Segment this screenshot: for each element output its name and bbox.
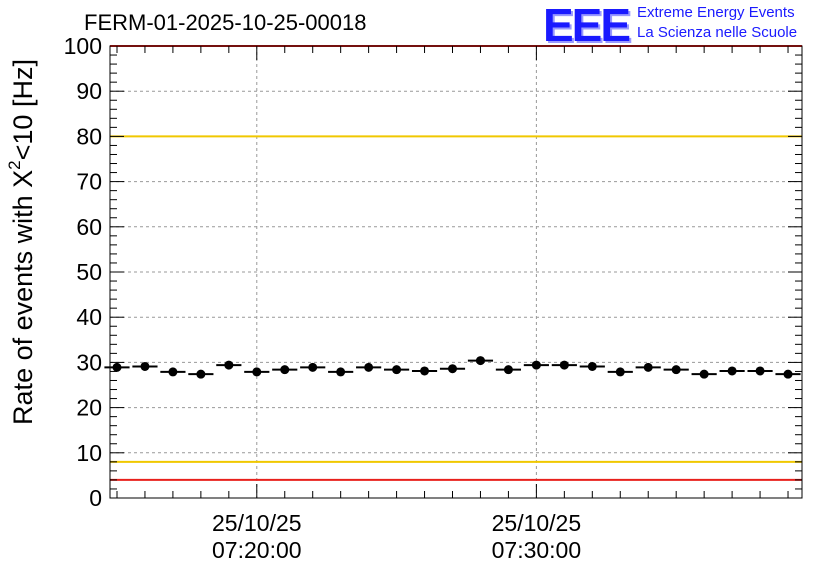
logo-text-line-2: La Scienza nelle Scuole (637, 24, 798, 41)
y-tick-label: 80 (76, 123, 102, 149)
logo-text-line-1: Extreme Energy Events (637, 4, 795, 21)
data-point (308, 362, 318, 372)
data-point (140, 361, 150, 371)
data-point (196, 369, 206, 379)
data-point (559, 360, 569, 370)
data-point (168, 367, 178, 377)
data-points (104, 356, 801, 379)
axis-labels: 010203040506070809010025/10/2507:20:0025… (64, 33, 582, 563)
x-tick-label-time: 07:20:00 (212, 537, 302, 563)
axis-ticks (110, 45, 802, 499)
data-point (671, 365, 681, 375)
data-point (420, 366, 430, 376)
data-point (448, 364, 458, 374)
data-point (475, 356, 485, 366)
data-point (783, 369, 793, 379)
data-point (364, 362, 374, 372)
y-axis-label-sup: 2 (5, 160, 24, 169)
data-point (615, 367, 625, 377)
reference-lines (110, 45, 802, 481)
plot-frame (109, 45, 803, 499)
data-point (755, 366, 765, 376)
data-point (587, 361, 597, 371)
data-point (112, 362, 122, 372)
y-tick-label: 50 (76, 259, 102, 285)
y-tick-label: 10 (76, 440, 102, 466)
x-tick-label-time: 07:30:00 (492, 537, 582, 563)
y-axis-label-prefix: Rate of events with X (8, 170, 38, 425)
y-tick-label: 90 (76, 78, 102, 104)
data-point (727, 366, 737, 376)
x-tick-label-date: 25/10/25 (492, 510, 582, 536)
data-point (503, 365, 513, 375)
y-tick-label: 70 (76, 169, 102, 195)
data-point (224, 360, 234, 370)
y-tick-label: 100 (64, 33, 102, 59)
x-tick-label-date: 25/10/25 (212, 510, 302, 536)
data-point (280, 365, 290, 375)
y-tick-label: 40 (76, 304, 102, 330)
data-point (699, 369, 709, 379)
data-point (531, 360, 541, 370)
data-point (252, 367, 262, 377)
data-point (336, 367, 346, 377)
chart-title: FERM-01-2025-10-25-00018 (84, 10, 367, 35)
data-point (392, 365, 402, 375)
data-point (643, 362, 653, 372)
y-tick-label: 20 (76, 395, 102, 421)
y-axis-label-suffix: <10 [Hz] (8, 59, 38, 160)
grid-layer (110, 46, 802, 498)
eee-logo-mark: EEE (543, 0, 631, 51)
y-tick-label: 30 (76, 349, 102, 375)
y-tick-label: 60 (76, 214, 102, 240)
y-tick-label: 0 (89, 485, 102, 511)
y-axis-label: Rate of events with X2<10 [Hz] (5, 59, 38, 425)
